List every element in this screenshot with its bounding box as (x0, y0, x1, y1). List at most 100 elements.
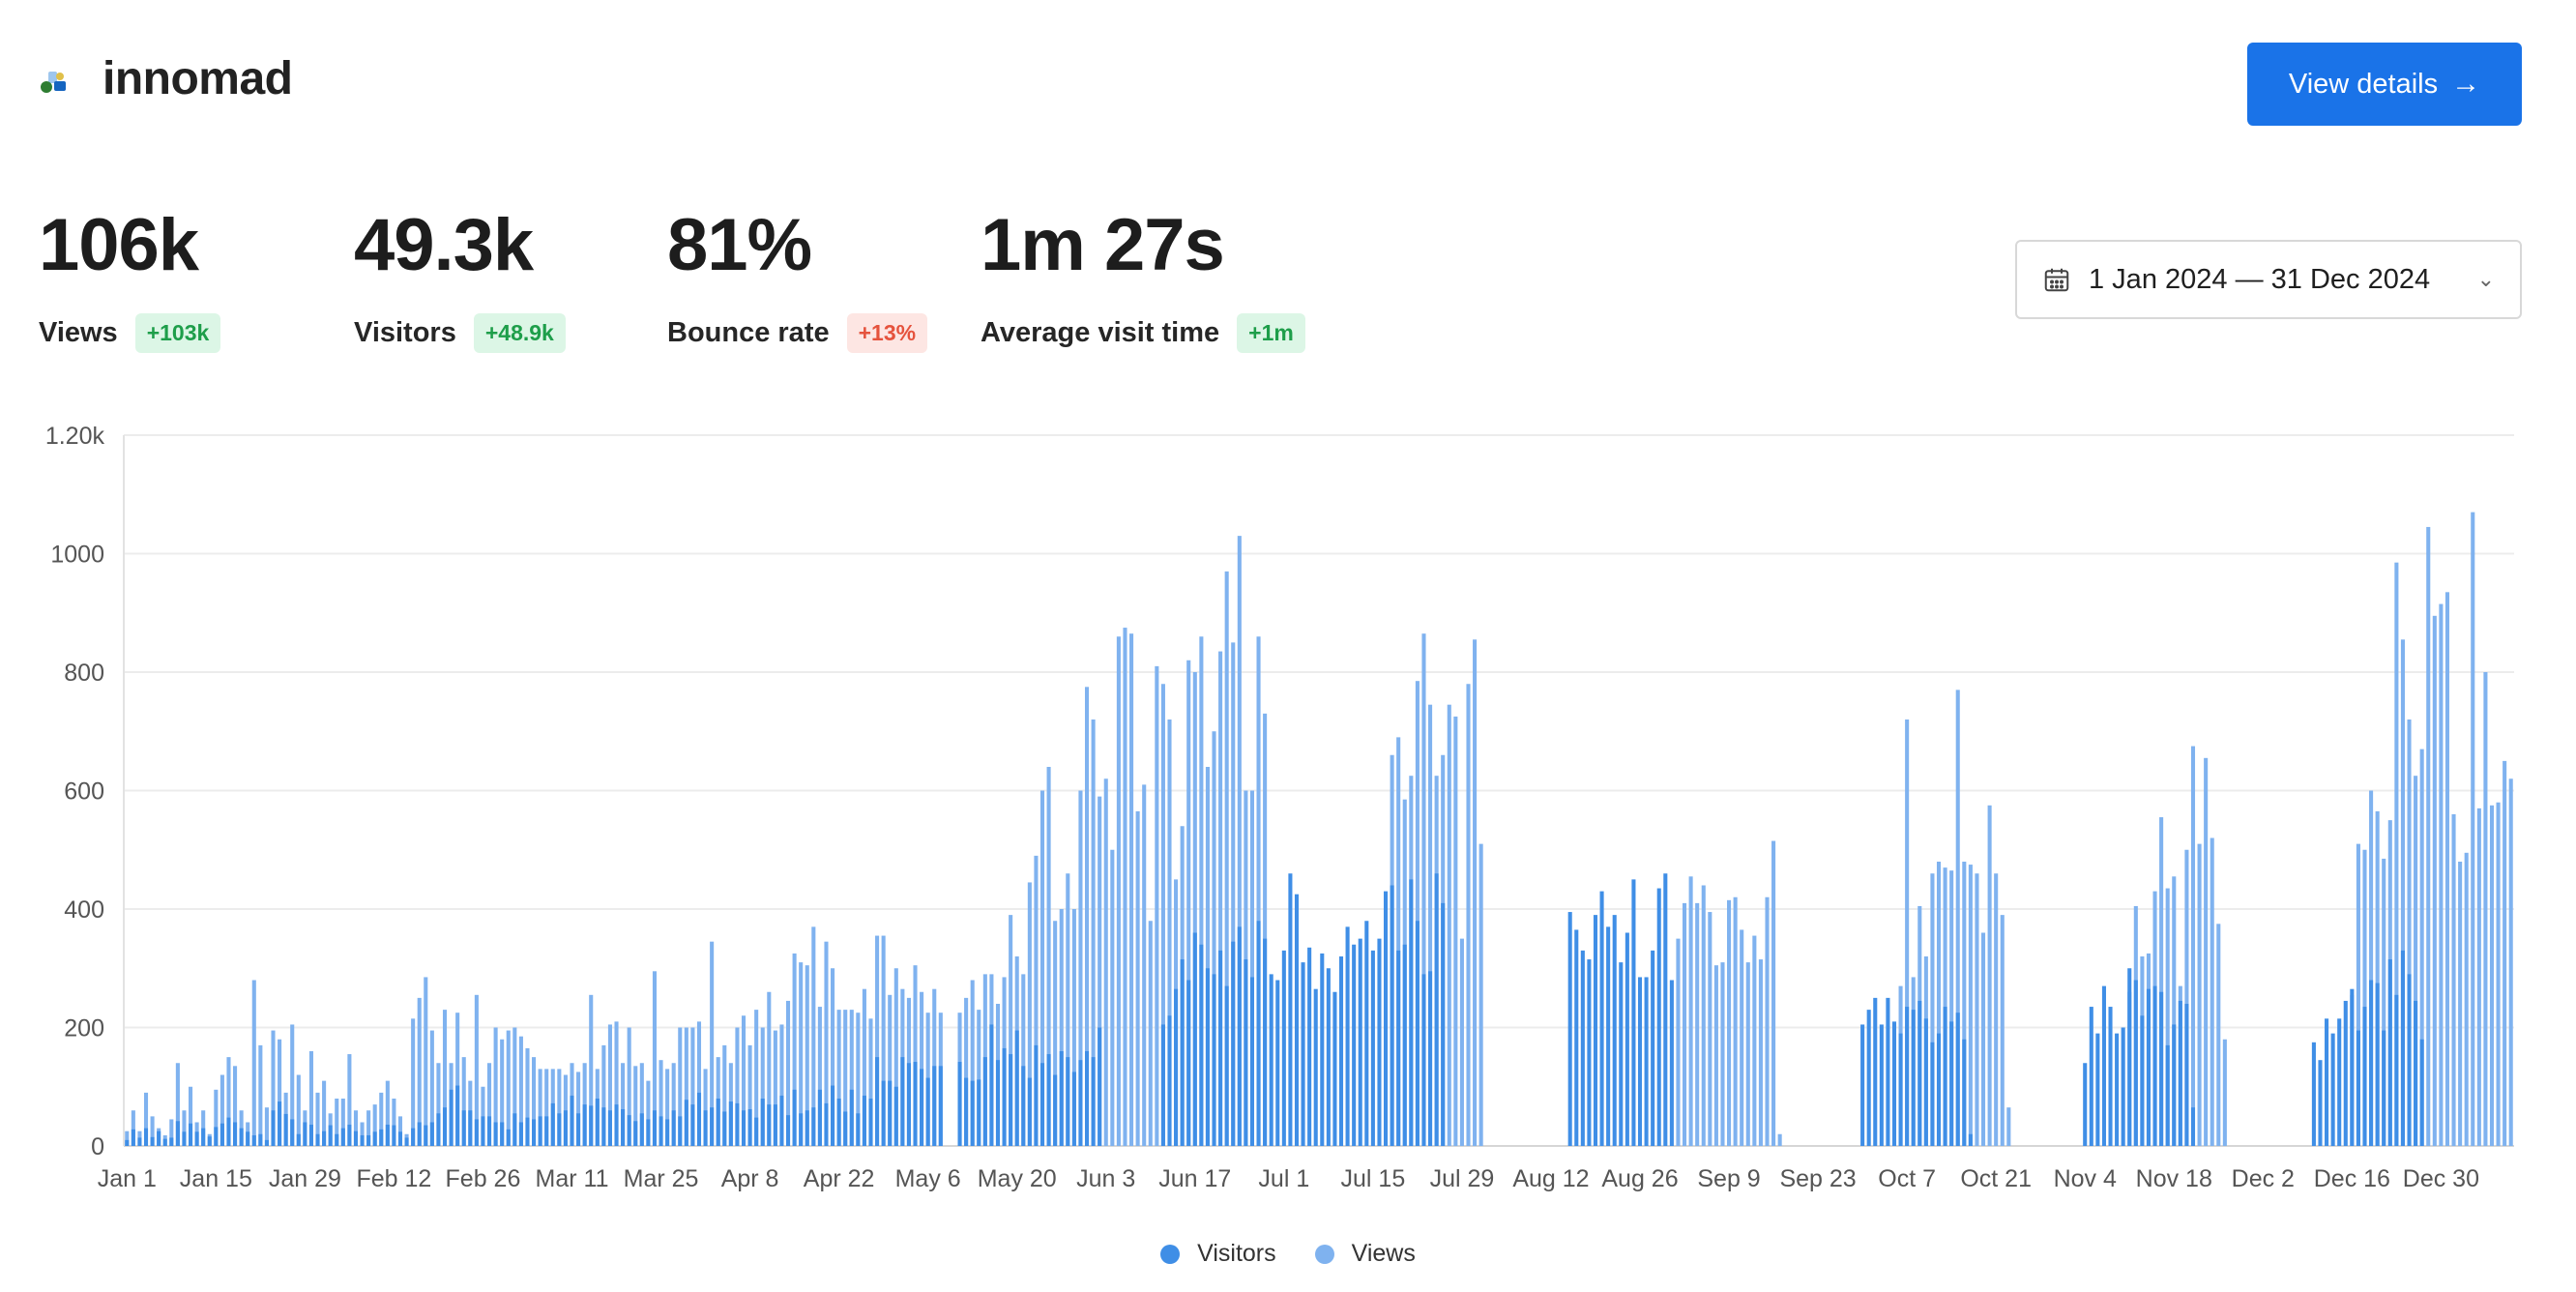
date-range-picker[interactable]: 1 Jan 2024 — 31 Dec 2024 ⌄ (2015, 240, 2522, 319)
visitors-bar (1663, 873, 1668, 1146)
stat-views[interactable]: 106k Views +103k (39, 203, 221, 353)
visitors-bar (633, 1121, 638, 1146)
visitors-bar (1580, 950, 1585, 1146)
legend-item-visitors[interactable]: Visitors (1160, 1240, 1276, 1268)
visitors-bar (1199, 944, 1204, 1146)
views-bar (747, 1044, 752, 1146)
views-bar (760, 1027, 765, 1146)
visitors-bar (429, 1122, 434, 1146)
visitors-bar (970, 1080, 975, 1146)
visitors-bar (646, 1119, 651, 1146)
visitors-bar (214, 1127, 219, 1146)
views-bar (831, 968, 835, 1146)
visitors-bar (246, 1131, 250, 1146)
x-tick-label: Jan 1 (98, 1165, 157, 1192)
views-bar (1129, 633, 1134, 1146)
visitors-bar (875, 1057, 880, 1146)
views-bar (474, 994, 479, 1146)
stat-visitors[interactable]: 49.3k Visitors +48.9k (354, 203, 566, 353)
visitors-bar (938, 1066, 943, 1146)
visitors-bar (601, 1107, 606, 1146)
views-bar (2356, 843, 2360, 1146)
views-bar (1745, 962, 1750, 1146)
visitors-bar (1098, 1027, 1102, 1146)
visitors-bar (278, 1101, 282, 1146)
views-bar (1466, 684, 1471, 1146)
visitors-bar (684, 1100, 688, 1146)
visitors-bar (1402, 944, 1407, 1146)
visitors-bar (1656, 888, 1661, 1146)
visitors-bar (1237, 926, 1242, 1146)
views-bar (2439, 603, 2444, 1146)
views-bar (2000, 915, 2005, 1146)
views-bar (278, 1039, 282, 1146)
visitors-bar (308, 1124, 313, 1146)
visitors-bar (627, 1115, 631, 1146)
views-bar (621, 1063, 626, 1146)
views-bar (353, 1110, 359, 1146)
x-tick-label: Nov 4 (2054, 1165, 2117, 1192)
visitors-bar (1428, 971, 1433, 1146)
views-bar (1009, 915, 1013, 1146)
visitors-bar (1434, 873, 1439, 1146)
visitors-bar (563, 1110, 568, 1146)
visitors-bar (455, 1085, 460, 1146)
visitors-bar (1587, 959, 1592, 1146)
visitors-bar (1917, 1000, 1922, 1146)
visitors-bar (1955, 1013, 1960, 1146)
views-bar (665, 1069, 670, 1146)
innomad-logo-icon[interactable] (39, 68, 70, 99)
views-bar (1962, 862, 1967, 1146)
stat-bounce-rate[interactable]: 81% Bounce rate +13% (667, 203, 928, 353)
views-bar (1740, 929, 1744, 1146)
views-bar (1034, 855, 1039, 1146)
legend-item-views[interactable]: Views (1314, 1240, 1416, 1268)
views-bar (1256, 636, 1261, 1146)
visitors-bar (220, 1123, 224, 1146)
visitors-bar (576, 1113, 581, 1146)
views-bar (2426, 526, 2431, 1146)
visitors-bar (2159, 991, 2164, 1146)
stat-value: 81% (667, 204, 812, 286)
visitors-bar (1370, 950, 1375, 1146)
visitors-bar (1364, 921, 1369, 1146)
visitors-bar (989, 1024, 994, 1146)
views-bar (1192, 672, 1197, 1146)
visitors-bar (150, 1136, 155, 1146)
visitors-bar (1332, 991, 1337, 1146)
visitors-bar (862, 1095, 866, 1146)
x-tick-label: Sep 23 (1779, 1165, 1856, 1192)
views-bar (557, 1069, 562, 1146)
visitors-bar (2152, 985, 2157, 1146)
view-details-button[interactable]: View details → (2247, 43, 2522, 126)
views-bar (2382, 858, 2386, 1146)
visitors-bar (1625, 932, 1629, 1146)
view-details-label: View details (2288, 68, 2439, 100)
views-bar (2204, 757, 2209, 1146)
visitors-bar (125, 1139, 130, 1146)
legend-swatch (1314, 1244, 1334, 1264)
x-tick-label: Dec 30 (2403, 1165, 2479, 1192)
visitors-bar (1212, 974, 1216, 1146)
visitors-bar (1160, 1024, 1165, 1146)
visitors-bar (1352, 944, 1357, 1146)
visitors-bar (2362, 1007, 2367, 1146)
views-bar (2362, 849, 2367, 1146)
views-bar (1459, 938, 1464, 1146)
visitors-bar (353, 1130, 359, 1146)
views-bar (2222, 1039, 2227, 1146)
visitors-bar (1949, 1021, 1954, 1146)
visitors-bar (506, 1129, 511, 1146)
visitors-bar (290, 1119, 295, 1146)
visitors-bar (2133, 980, 2138, 1146)
views-bar (1949, 870, 1954, 1146)
views-bar (1084, 687, 1090, 1146)
views-bar (2375, 810, 2380, 1146)
views-bar (1046, 767, 1051, 1146)
views-bar (2503, 760, 2507, 1146)
views-bar (1263, 713, 1268, 1146)
visitors-bar (449, 1089, 454, 1146)
visitors-bar (424, 1125, 428, 1146)
visitors-bar (340, 1128, 345, 1146)
stat-average-visit-time[interactable]: 1m 27s Average visit time +1m (981, 203, 1305, 353)
